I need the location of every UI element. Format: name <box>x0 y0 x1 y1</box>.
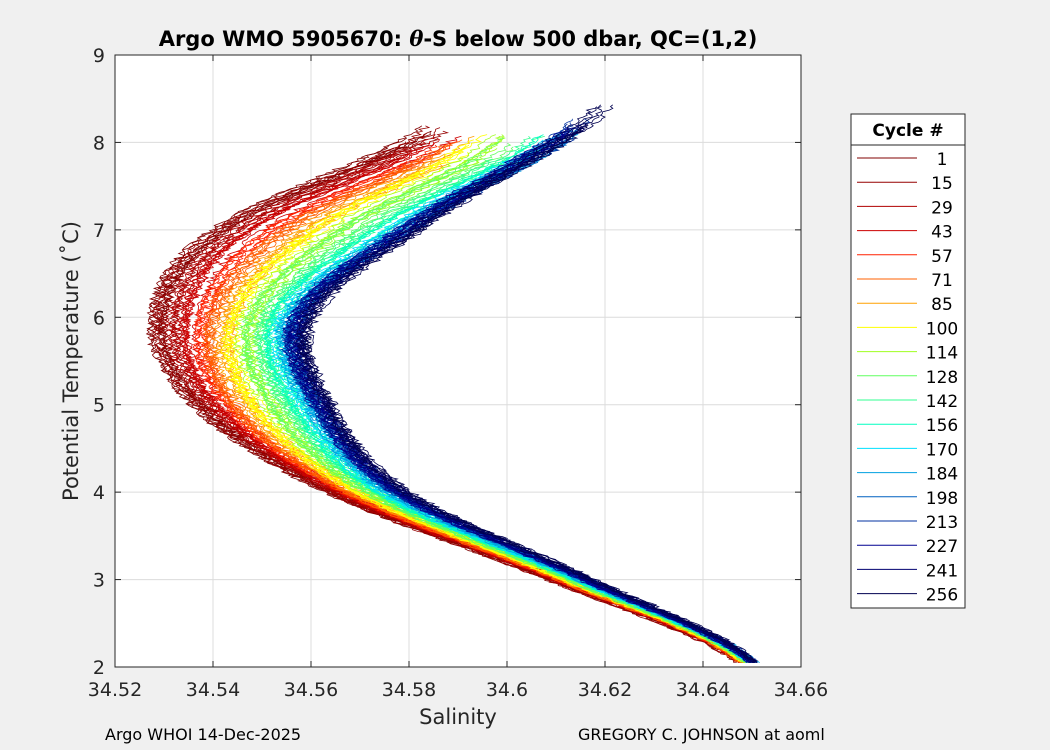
y-ticks: 2 3 4 5 6 7 8 9 <box>93 45 801 679</box>
profile-trace <box>285 127 754 663</box>
title-theta-symbol: θ <box>409 26 424 51</box>
legend-entry-label: 57 <box>931 247 953 267</box>
profile-trace <box>282 143 752 663</box>
x-tick-label: 34.52 <box>88 679 142 701</box>
profile-trace <box>264 134 752 663</box>
legend-entry-label: 15 <box>931 174 953 194</box>
x-tick-label: 34.66 <box>774 679 828 701</box>
x-tick-label: 34.62 <box>578 679 632 701</box>
profile-trace <box>160 127 744 663</box>
x-tick-label: 34.6 <box>486 679 528 701</box>
legend-entry-label: 198 <box>926 489 958 509</box>
legend-entry-label: 142 <box>926 392 958 412</box>
profile-trace <box>272 139 748 663</box>
profile-trace <box>253 158 750 663</box>
profile-trace <box>151 141 740 663</box>
y-tick-label: 5 <box>93 395 105 417</box>
title-suffix: -S below 500 dbar, QC=(1,2) <box>423 27 758 51</box>
footer-author: GREGORY C. JOHNSON at aoml <box>578 725 825 744</box>
legend: Cycle # 11529435771851001141281421561701… <box>850 113 966 609</box>
legend-entry-label: 170 <box>926 440 958 460</box>
legend-entry-label: 227 <box>926 537 958 557</box>
x-tick-label: 34.64 <box>676 679 730 701</box>
y-tick-label: 6 <box>93 307 105 329</box>
y-axis-label: Potential Temperature (˚C) <box>59 221 83 501</box>
x-axis-label: Salinity <box>419 705 497 729</box>
legend-items: 1 15 29 43 57 71 85 100 114 128 142 156 170 184 198 213… <box>857 150 958 606</box>
legend-entry-label: 128 <box>926 368 958 388</box>
x-tick-label: 34.54 <box>186 679 240 701</box>
legend-entry-label: 114 <box>926 344 958 364</box>
profile-trace <box>297 106 758 663</box>
legend-entry-label: 241 <box>926 561 958 581</box>
profile-trace <box>286 137 751 663</box>
legend-entry-label: 256 <box>926 586 958 606</box>
y-tick-label: 7 <box>93 220 105 242</box>
profile-trace <box>184 149 747 663</box>
x-tick-label: 34.58 <box>382 679 436 701</box>
footer-source: Argo WHOI 14-Dec-2025 <box>105 725 302 744</box>
profile-trace <box>220 139 745 663</box>
y-tick-label: 9 <box>93 45 105 67</box>
legend-entry-label: 213 <box>926 513 958 533</box>
legend-title: Cycle # <box>872 121 943 141</box>
profile-trace <box>201 144 742 663</box>
profile-trace <box>302 123 756 663</box>
legend-entry-label: 85 <box>931 295 953 315</box>
x-ticks: 34.52 34.54 34.56 34.58 34.6 34.62 34.64 34.66 <box>88 55 828 701</box>
legend-box <box>850 113 966 609</box>
axes-frame <box>114 54 802 668</box>
legend-entry-label: 71 <box>931 271 953 291</box>
legend-entry-label: 29 <box>931 198 953 218</box>
profile-trace <box>176 141 740 663</box>
legend-entry-label: 184 <box>926 465 958 485</box>
profile-trace <box>200 158 744 663</box>
legend-entry-label: 1 <box>937 150 948 170</box>
chart-title: Argo WMO 5905670: θ-S below 500 dbar, QC… <box>115 26 801 51</box>
y-tick-label: 3 <box>93 570 105 592</box>
y-tick-label: 4 <box>93 482 105 504</box>
y-tick-label: 2 <box>93 657 105 679</box>
profile-trace <box>301 115 759 663</box>
plot-traces <box>145 104 760 663</box>
legend-entry-label: 43 <box>931 223 953 243</box>
legend-entry-label: 156 <box>926 416 958 436</box>
legend-entry-label: 100 <box>926 319 958 339</box>
y-tick-label: 8 <box>93 132 105 154</box>
title-prefix: Argo WMO 5905670: <box>158 27 410 51</box>
x-tick-label: 34.56 <box>284 679 338 701</box>
profile-trace <box>295 106 756 663</box>
